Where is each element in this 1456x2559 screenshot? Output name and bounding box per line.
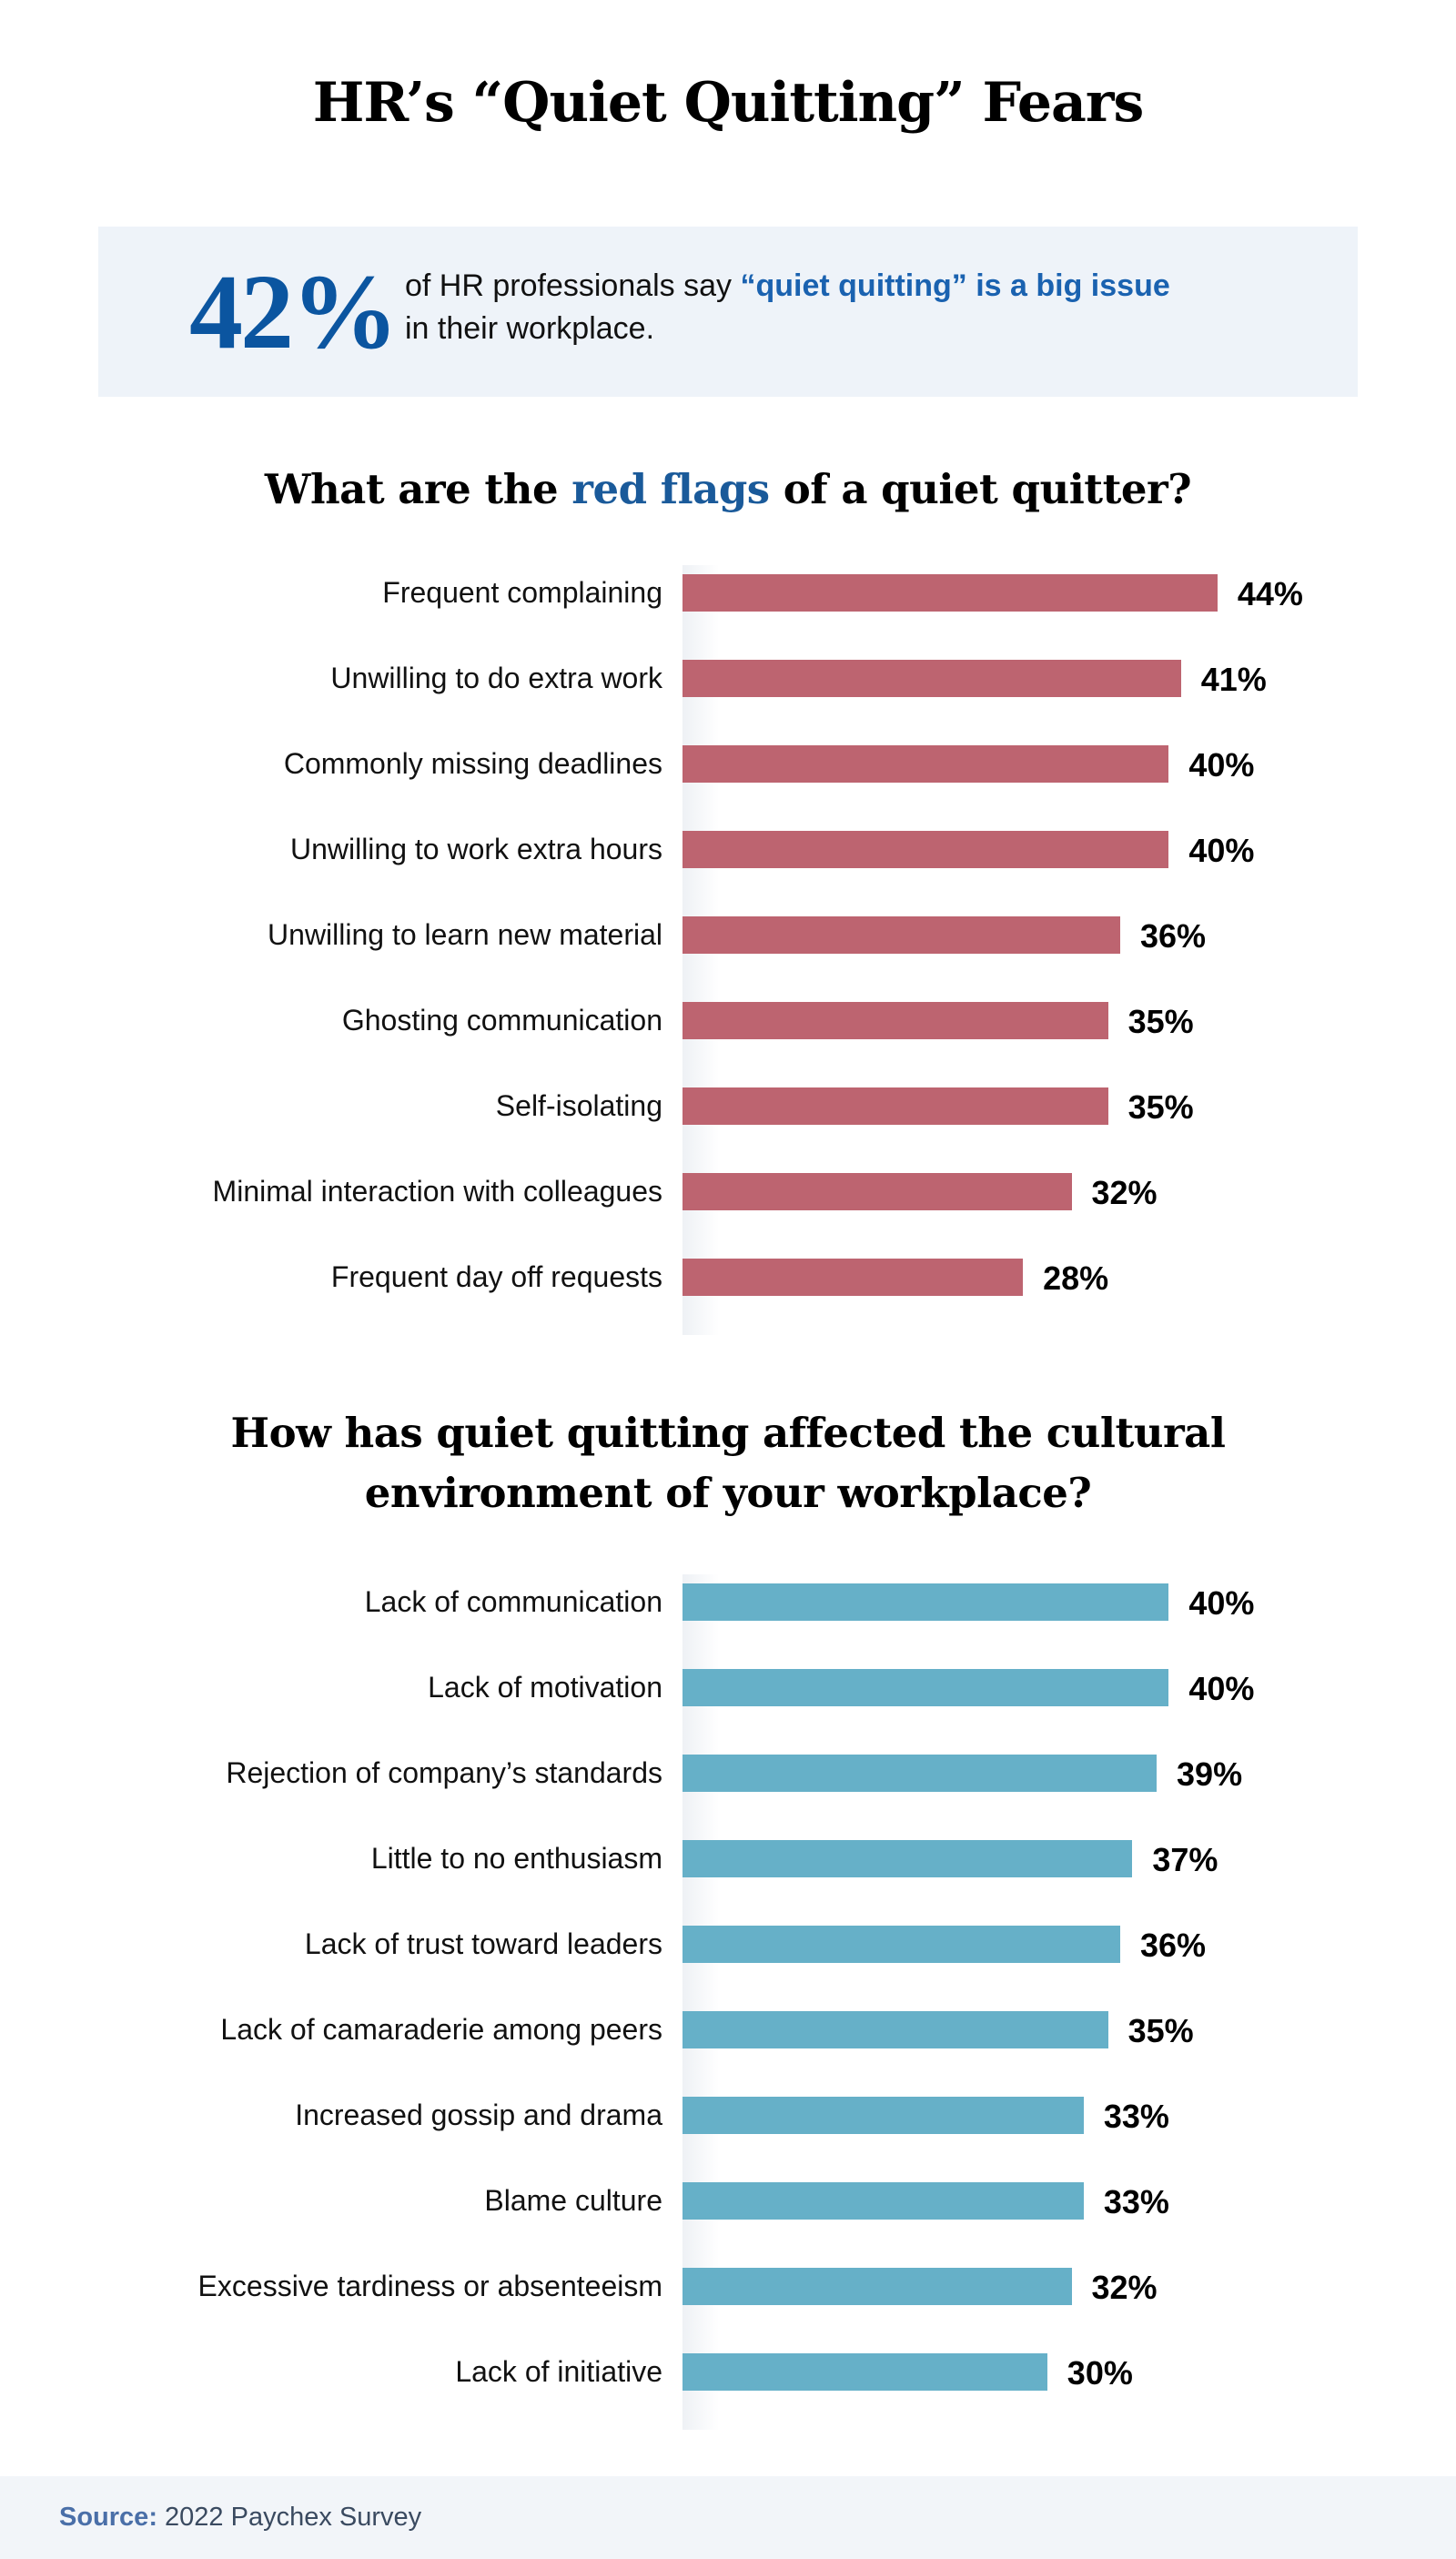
chart1-title-part: of a quiet quitter?	[769, 465, 1192, 513]
value-label: 40%	[1188, 832, 1255, 869]
chart1-title-highlight: red flags	[571, 465, 770, 513]
category-label: Blame culture	[484, 2184, 662, 2217]
bar-row: Unwilling to learn new material 36%	[0, 916, 1456, 955]
bar-row: Lack of motivation 40%	[0, 1669, 1456, 1707]
bar-row: Self-isolating 35%	[0, 1087, 1456, 1126]
value-label: 40%	[1188, 1584, 1255, 1622]
bar	[682, 831, 1169, 868]
bar-row: Lack of initiative 30%	[0, 2353, 1456, 2392]
value-label: 32%	[1091, 1174, 1158, 1211]
bar	[682, 1583, 1169, 1621]
bar	[682, 2268, 1072, 2305]
value-label: 35%	[1127, 1003, 1194, 1040]
value-label: 36%	[1139, 1927, 1207, 1964]
bar	[682, 2353, 1047, 2391]
value-label: 33%	[1103, 2183, 1169, 2220]
bar-row: Lack of trust toward leaders 36%	[0, 1926, 1456, 1964]
chart1-title: What are the red flags of a quiet quitte…	[0, 460, 1456, 520]
source-note: Source: 2022 Paychex Survey	[59, 2503, 421, 2533]
bar	[682, 574, 1218, 612]
category-label: Unwilling to work extra hours	[289, 833, 662, 865]
category-label: Unwilling to learn new material	[268, 918, 662, 951]
category-label: Frequent complaining	[382, 576, 662, 609]
value-label: 28%	[1043, 1259, 1109, 1297]
source-text: 2022 Paychex Survey	[165, 2503, 422, 2532]
category-label: Little to no enthusiasm	[370, 1842, 662, 1875]
category-label: Unwilling to do extra work	[330, 662, 662, 694]
category-label: Lack of motivation	[428, 1671, 662, 1704]
bar-row: Excessive tardiness or absenteeism 32%	[0, 2268, 1456, 2306]
category-label: Increased gossip and drama	[295, 2099, 662, 2131]
callout-stat-value: 42%	[189, 252, 399, 371]
bar-row: Lack of camaraderie among peers 35%	[0, 2011, 1456, 2049]
value-label: 32%	[1091, 2269, 1158, 2306]
value-label: 36%	[1139, 917, 1207, 955]
bar	[682, 1002, 1108, 1039]
category-label: Self-isolating	[495, 1089, 662, 1122]
category-label: Lack of trust toward leaders	[304, 1927, 662, 1960]
bar-row: Ghosting communication 35%	[0, 1002, 1456, 1040]
bar	[682, 2182, 1084, 2220]
category-label: Rejection of company’s standards	[226, 1756, 662, 1789]
bar	[682, 1259, 1024, 1296]
bar	[682, 916, 1120, 954]
bar	[682, 1669, 1169, 1706]
bar-row: Unwilling to work extra hours 40%	[0, 831, 1456, 869]
stat-callout: 42% of HR professionals say “quiet quitt…	[98, 227, 1358, 397]
callout-text-before: of HR professionals say	[405, 268, 741, 303]
bar	[682, 1173, 1072, 1210]
callout-highlight: “quiet quitting” is a big issue	[740, 268, 1170, 303]
chart2-title: How has quiet quitting affected the cult…	[0, 1403, 1456, 1523]
value-label: 35%	[1127, 2012, 1194, 2049]
chart2-title-line: environment of your workplace?	[364, 1469, 1092, 1517]
category-label: Lack of camaraderie among peers	[220, 2013, 662, 2046]
bar	[682, 660, 1181, 697]
category-label: Lack of initiative	[455, 2355, 662, 2388]
footer: Source: 2022 Paychex Survey	[0, 2476, 1456, 2559]
bar	[682, 745, 1169, 783]
value-label: 39%	[1177, 1755, 1243, 1793]
callout-text-after: in their workplace.	[405, 311, 655, 346]
category-label: Ghosting communication	[341, 1004, 662, 1037]
bar	[682, 1087, 1108, 1125]
page-title: HR’s “Quiet Quitting” Fears	[312, 71, 1145, 135]
callout-text: of HR professionals say “quiet quitting”…	[405, 265, 1170, 350]
bar	[682, 1840, 1133, 1877]
bar	[682, 1755, 1158, 1792]
value-label: 30%	[1067, 2354, 1133, 2392]
value-label: 44%	[1237, 575, 1303, 612]
bar	[682, 2097, 1084, 2134]
bar-row: Lack of communication 40%	[0, 1583, 1456, 1622]
bar-row: Blame culture 33%	[0, 2182, 1456, 2220]
value-label: 40%	[1188, 1670, 1255, 1707]
bar-row: Little to no enthusiasm 37%	[0, 1840, 1456, 1878]
category-label: Excessive tardiness or absenteeism	[197, 2270, 662, 2302]
bar-row: Frequent day off requests 28%	[0, 1259, 1456, 1297]
value-label: 33%	[1103, 2098, 1169, 2135]
bar-row: Increased gossip and drama 33%	[0, 2097, 1456, 2135]
value-label: 40%	[1188, 746, 1255, 784]
bar-row: Commonly missing deadlines 40%	[0, 745, 1456, 784]
category-label: Minimal interaction with colleagues	[212, 1175, 662, 1208]
value-label: 41%	[1200, 661, 1267, 698]
category-label: Commonly missing deadlines	[283, 747, 662, 780]
source-label: Source:	[59, 2503, 157, 2532]
value-label: 35%	[1127, 1088, 1194, 1126]
bar-row: Frequent complaining 44%	[0, 574, 1456, 612]
bar	[682, 1926, 1120, 1963]
value-label: 37%	[1152, 1841, 1218, 1878]
bar-row: Rejection of company’s standards 39%	[0, 1755, 1456, 1793]
category-label: Frequent day off requests	[330, 1260, 662, 1293]
category-label: Lack of communication	[364, 1585, 662, 1618]
bar	[682, 2011, 1108, 2048]
bar-row: Unwilling to do extra work 41%	[0, 660, 1456, 698]
chart2-title-line: How has quiet quitting affected the cult…	[230, 1409, 1226, 1457]
chart1-title-part: What are the	[264, 465, 572, 513]
bar-row: Minimal interaction with colleagues 32%	[0, 1173, 1456, 1211]
